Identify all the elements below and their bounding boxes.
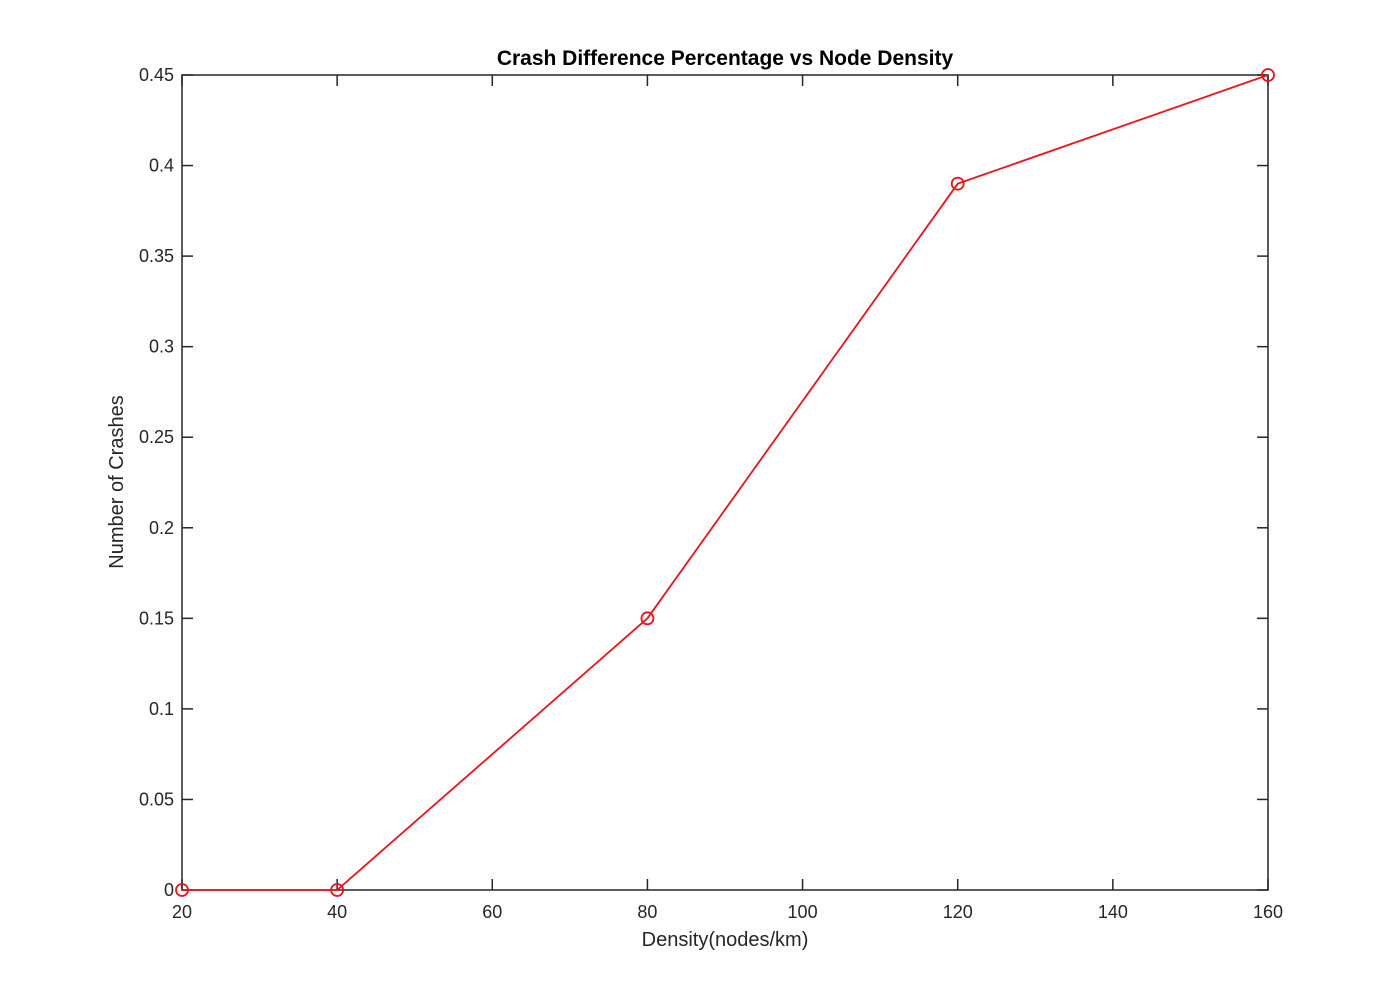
y-tick-label: 0.15 xyxy=(139,608,174,628)
x-tick-label: 160 xyxy=(1253,902,1283,922)
chart-title: Crash Difference Percentage vs Node Dens… xyxy=(497,47,954,70)
x-tick-label: 100 xyxy=(788,902,818,922)
data-point-marker xyxy=(640,611,655,626)
y-tick-label: 0.4 xyxy=(149,156,174,176)
y-tick-label: 0.3 xyxy=(149,337,174,357)
x-tick-label: 140 xyxy=(1098,902,1128,922)
series-line xyxy=(182,74,1269,891)
x-tick-label: 40 xyxy=(327,902,347,922)
y-tick-label: 0 xyxy=(164,880,174,900)
data-point-marker xyxy=(1261,68,1275,82)
axis-ticks: 20 40 60 80 100 120 140 160 0 0.05 0.1 0.15 0.2 0.25 0… xyxy=(139,65,1283,922)
y-tick-label: 0.25 xyxy=(139,427,174,447)
x-axis-label: Density(nodes/km) xyxy=(642,929,809,951)
y-tick-label: 0.45 xyxy=(139,65,174,85)
plot-area-frame xyxy=(181,74,1269,891)
x-tick-label: 60 xyxy=(482,902,502,922)
y-tick-label: 0.35 xyxy=(139,246,174,266)
x-tick-label: 80 xyxy=(637,902,657,922)
y-axis-label: Number of Crashes xyxy=(106,395,128,568)
y-tick-label: 0.1 xyxy=(149,699,174,719)
data-point-marker xyxy=(175,883,189,897)
x-tick-label: 120 xyxy=(943,902,973,922)
y-tick-label: 0.2 xyxy=(149,518,174,538)
data-point-marker xyxy=(950,176,965,191)
series-layer xyxy=(175,68,1275,897)
x-tick-label: 20 xyxy=(172,902,192,922)
data-point-marker xyxy=(330,883,345,897)
y-tick-label: 0.05 xyxy=(139,789,174,809)
